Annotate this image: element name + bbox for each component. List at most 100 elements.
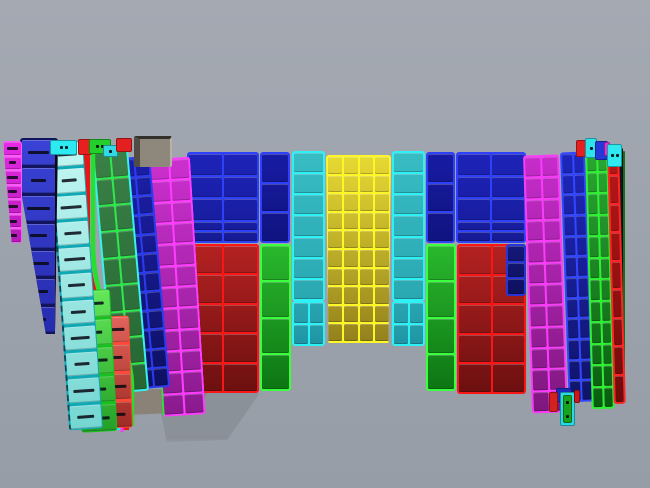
tab-top-cyan2[interactable]: [607, 144, 622, 167]
red-grid-right-panel: [459, 334, 491, 363]
panel-id-mark: [70, 335, 91, 341]
magenta-col-right-panel: [547, 305, 563, 326]
cyan-col-left[interactable]: [292, 151, 325, 301]
yellow-grid-panel: [328, 194, 342, 211]
blue-strip[interactable]: [20, 138, 58, 334]
green-strip-right-panel: [598, 193, 608, 214]
green-strip-right-panel: [592, 365, 602, 386]
green-strip-right-panel: [592, 344, 602, 365]
yellow-grid-panel: [328, 268, 342, 286]
blue-grid-left-panel: [224, 199, 257, 220]
speck-mark: [589, 146, 593, 150]
blue-col-right2-panel: [579, 318, 590, 338]
green-strip-right-panel: [591, 322, 601, 343]
magenta-col-right-panel: [531, 327, 547, 348]
green-col-left[interactable]: [260, 244, 291, 391]
red-grid-left-panel: [224, 275, 257, 303]
unassigned-block[interactable]: [134, 136, 172, 167]
red-grid-right-panel: [459, 305, 491, 333]
magenta-col-right-panel: [542, 156, 558, 177]
panel-id-mark: [8, 190, 17, 194]
cyan-col-left-low[interactable]: [292, 301, 325, 346]
blue-col-right2-panel: [562, 174, 573, 194]
red-strip-right-panel: [613, 318, 623, 346]
magenta-col-right-panel: [525, 157, 541, 177]
blue-col-right[interactable]: [426, 152, 455, 243]
magenta-grid-panel: [181, 350, 201, 371]
magenta-col-right-panel: [549, 369, 566, 390]
magenta-col-right-panel: [526, 199, 543, 220]
speck-mark: [566, 414, 569, 418]
green-strip-right-panel: [587, 172, 597, 193]
cyan-strip-panel: [60, 272, 93, 299]
yellow-grid-panel: [375, 231, 389, 248]
yellow-grid-panel: [359, 268, 374, 286]
tab-bottom-red[interactable]: [549, 392, 558, 412]
blue-grid-left[interactable]: [187, 152, 259, 243]
yellow-grid-panel: [375, 324, 389, 341]
yellow-grid-panel: [328, 250, 342, 267]
cyan-col-left-panel: [294, 216, 323, 236]
red-strip-right-panel: [615, 375, 624, 403]
green-col-right[interactable]: [426, 244, 456, 391]
blue-grid-left-panel: [189, 232, 222, 241]
cyan-col-left-panel: [294, 258, 323, 278]
yellow-grid[interactable]: [326, 155, 391, 343]
cyan-col-right-panel: [394, 279, 423, 299]
blue-grid-right-panel: [458, 199, 490, 220]
panel-id-mark: [27, 262, 50, 266]
green-col-left-panel: [262, 354, 289, 389]
magenta-col-right-panel: [544, 220, 560, 241]
speck-mark: [566, 400, 569, 404]
red-strip-right-panel: [614, 346, 623, 374]
yellow-grid-panel: [343, 157, 358, 174]
cyan-strip-panel: [62, 299, 95, 325]
magenta-grid-panel: [182, 371, 203, 393]
blue-col-right-panel: [428, 154, 453, 182]
blue-col-right-panel: [428, 213, 453, 241]
blue-grid-left-panel: [224, 232, 257, 241]
yellow-grid-panel: [328, 287, 342, 304]
panel-id-mark: [7, 146, 18, 150]
yellow-grid-panel: [343, 231, 358, 248]
cyan-col-right-panel: [394, 174, 423, 194]
magenta-col-right-panel: [532, 370, 549, 391]
cyan-col-left-panel: [294, 195, 323, 215]
green-col-left-panel: [262, 246, 289, 281]
blue-col-right2-panel: [577, 256, 588, 276]
magenta-col-right-panel: [545, 263, 562, 283]
blue-grid-right-panel: [458, 176, 490, 198]
panel-id-mark: [7, 219, 18, 223]
cyan-col-right[interactable]: [392, 151, 425, 301]
blue-strip-panel: [22, 307, 55, 332]
cap-cyan-left[interactable]: [50, 140, 77, 155]
yellow-grid-panel: [343, 287, 358, 304]
tab-bottom-green[interactable]: [563, 395, 572, 423]
cyan-col-left-low-panel: [294, 324, 308, 344]
speck-mark: [615, 154, 619, 157]
blue-col-left-panel: [262, 213, 288, 241]
magenta-wedge[interactable]: [3, 141, 22, 243]
blue-grid-left-panel: [224, 154, 257, 175]
cyan-col-right-low-panel: [409, 303, 423, 323]
magenta-col-right-panel: [525, 178, 542, 199]
blue-col-left[interactable]: [260, 152, 290, 243]
blue-grid-right[interactable]: [456, 152, 526, 243]
blue-col-right2-panel: [567, 298, 578, 318]
yellow-grid-panel: [359, 324, 374, 341]
cyan-col-right-low[interactable]: [392, 301, 425, 346]
speck-mark: [59, 146, 63, 149]
blue-col-right2-panel: [562, 154, 573, 174]
yellow-grid-panel: [328, 324, 342, 341]
magenta-col-right-panel: [528, 242, 544, 263]
cap-red-2[interactable]: [116, 138, 132, 152]
tab-bottom-red2[interactable]: [574, 390, 580, 403]
blue-col-right-low[interactable]: [506, 244, 526, 296]
magenta-wedge-panel: [4, 156, 21, 170]
blue-grid-left-panel: [189, 154, 222, 175]
blue-grid-left-panel: [224, 176, 257, 198]
cyan-strip-panel: [58, 246, 91, 273]
magenta-col-right-panel: [542, 177, 559, 198]
blue-col-right2-panel: [566, 277, 577, 297]
